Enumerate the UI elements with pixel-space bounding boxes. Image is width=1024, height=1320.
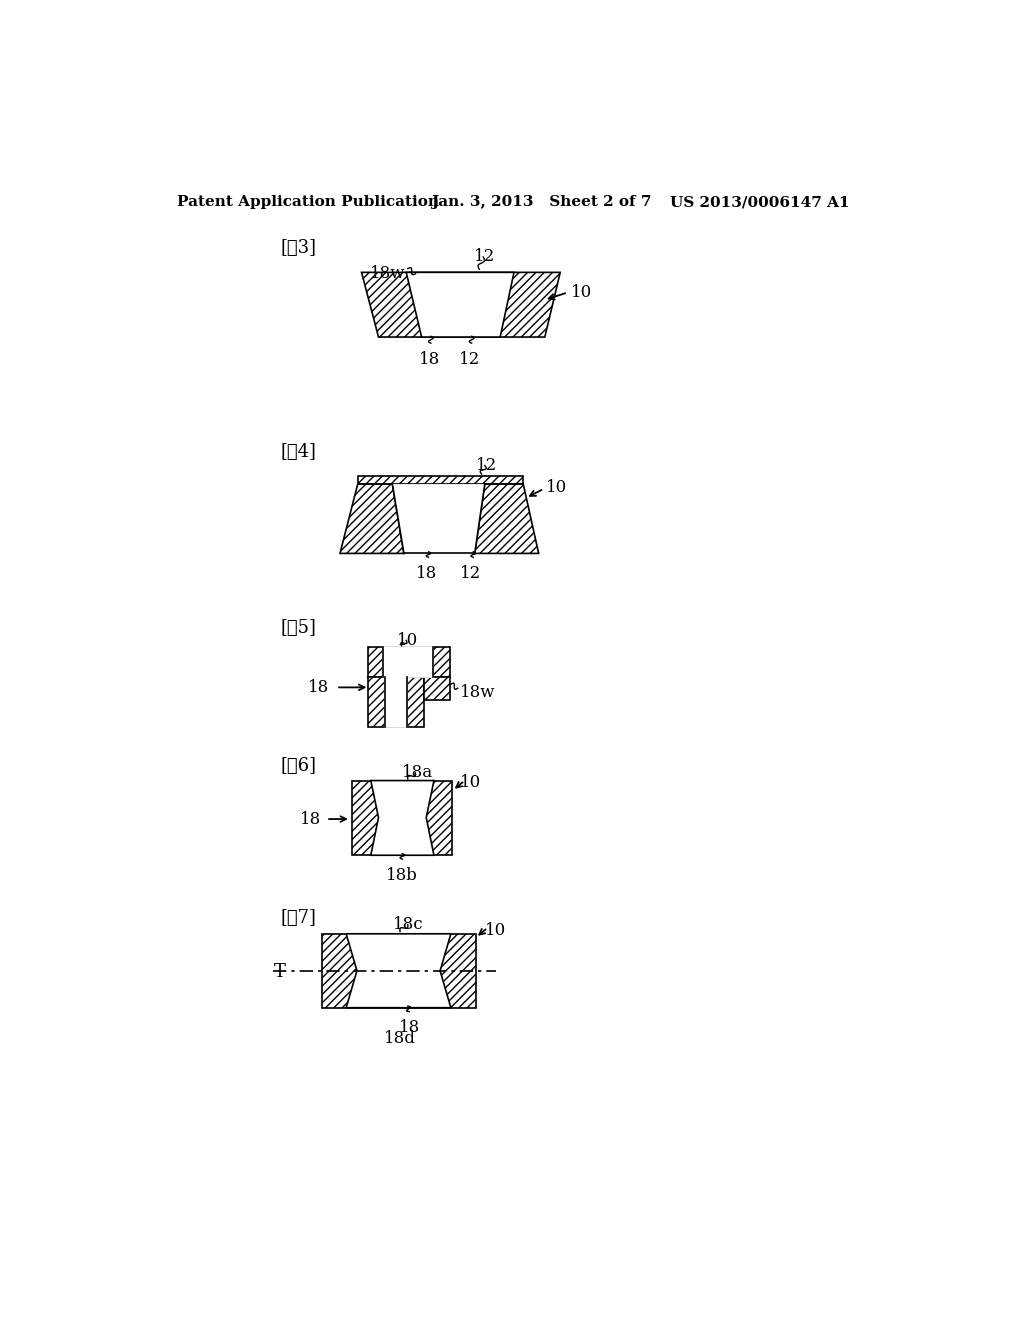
Text: [図3]: [図3] <box>281 239 316 257</box>
Text: 18: 18 <box>308 678 330 696</box>
Text: 12: 12 <box>474 248 496 265</box>
Text: Patent Application Publication: Patent Application Publication <box>177 195 438 210</box>
Text: 18: 18 <box>300 810 322 828</box>
Text: 18: 18 <box>419 351 440 368</box>
Text: [図6]: [図6] <box>281 758 316 775</box>
Text: 18w: 18w <box>460 684 496 701</box>
Text: [図4]: [図4] <box>281 444 316 461</box>
Polygon shape <box>361 272 560 337</box>
Polygon shape <box>346 933 451 1007</box>
Polygon shape <box>392 484 484 553</box>
Polygon shape <box>352 780 453 855</box>
Polygon shape <box>407 272 514 337</box>
Polygon shape <box>371 780 434 855</box>
Polygon shape <box>424 677 451 700</box>
Text: 18: 18 <box>417 565 437 582</box>
Polygon shape <box>340 484 403 553</box>
Text: 18c: 18c <box>392 916 423 933</box>
Text: 10: 10 <box>460 775 481 792</box>
Text: 12: 12 <box>476 457 497 474</box>
Text: 10: 10 <box>547 479 567 496</box>
Text: 18d: 18d <box>384 1030 416 1047</box>
Polygon shape <box>322 933 475 1007</box>
Polygon shape <box>368 677 424 726</box>
Text: 10: 10 <box>397 632 419 649</box>
Polygon shape <box>357 477 523 484</box>
Text: 10: 10 <box>571 284 592 301</box>
Polygon shape <box>385 677 407 726</box>
Text: US 2013/0006147 A1: US 2013/0006147 A1 <box>670 195 849 210</box>
Polygon shape <box>383 647 433 677</box>
Text: [図5]: [図5] <box>281 619 316 636</box>
Text: 18a: 18a <box>401 764 432 781</box>
Text: 18w: 18w <box>370 264 406 281</box>
Text: [図7]: [図7] <box>281 909 316 927</box>
Text: 12: 12 <box>460 565 481 582</box>
Polygon shape <box>475 484 539 553</box>
Text: 18b: 18b <box>386 867 419 884</box>
Text: T: T <box>274 964 286 981</box>
Text: Jan. 3, 2013   Sheet 2 of 7: Jan. 3, 2013 Sheet 2 of 7 <box>431 195 651 210</box>
Text: 10: 10 <box>484 923 506 940</box>
Polygon shape <box>368 647 451 677</box>
Text: 18: 18 <box>398 1019 420 1036</box>
Text: 12: 12 <box>459 351 480 368</box>
